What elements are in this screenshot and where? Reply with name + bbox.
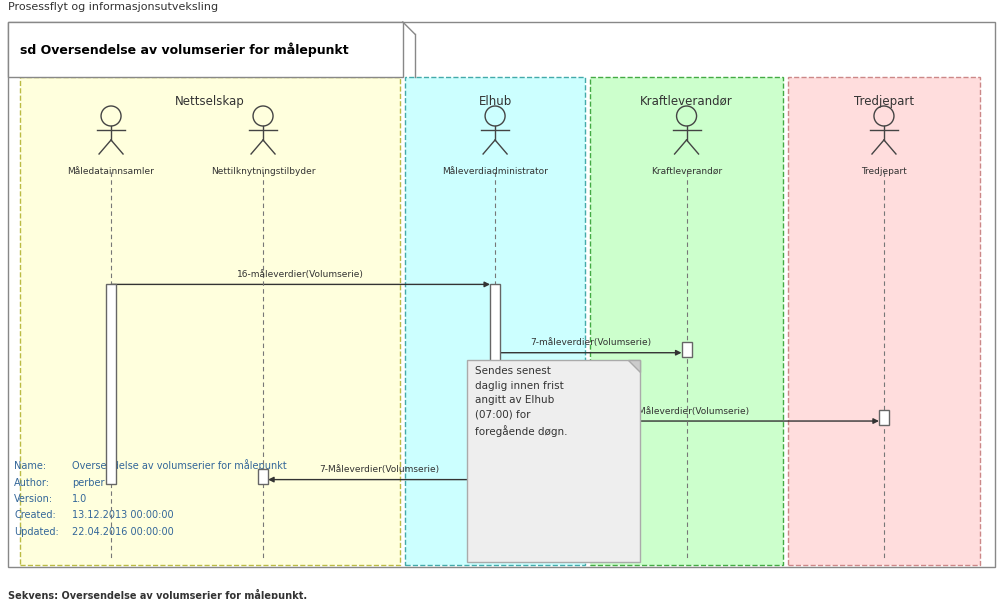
- Text: Updated:: Updated:: [14, 527, 59, 537]
- Bar: [467, 361, 639, 562]
- Bar: [106, 285, 116, 483]
- Text: 13.12.2013 00:00:00: 13.12.2013 00:00:00: [72, 510, 173, 521]
- Text: Version:: Version:: [14, 494, 53, 504]
- Bar: [8, 22, 403, 77]
- Text: Kraftleverandør: Kraftleverandør: [650, 167, 721, 176]
- Text: Måleverdiadministrator: Måleverdiadministrator: [442, 167, 547, 176]
- Text: perber: perber: [72, 477, 104, 488]
- Text: sd Oversendelse av volumserier for målepunkt: sd Oversendelse av volumserier for målep…: [20, 42, 349, 57]
- Text: 7-Måleverdier(Volumserie): 7-Måleverdier(Volumserie): [319, 465, 439, 474]
- Text: Tredjepart: Tredjepart: [853, 95, 913, 108]
- Text: Nettselskap: Nettselskap: [174, 95, 244, 108]
- Text: Oversendelse av volumserier for målepunkt: Oversendelse av volumserier for målepunk…: [72, 459, 287, 471]
- Text: 16-måleverdier(Volumserie): 16-måleverdier(Volumserie): [236, 270, 364, 279]
- Bar: [681, 341, 690, 357]
- Bar: [878, 410, 888, 425]
- Text: Author:: Author:: [14, 477, 50, 488]
- Text: Prosessflyt og informasjonsutveksling: Prosessflyt og informasjonsutveksling: [8, 2, 217, 12]
- Bar: [258, 468, 268, 483]
- Text: Måledatainnsamler: Måledatainnsamler: [67, 167, 154, 176]
- Bar: [590, 77, 782, 565]
- Text: Nettilknytningstilbyder: Nettilknytningstilbyder: [210, 167, 315, 176]
- Bar: [405, 77, 585, 565]
- Text: 1.0: 1.0: [72, 494, 87, 504]
- Text: Sekvens: Oversendelse av volumserier for målepunkt.: Sekvens: Oversendelse av volumserier for…: [8, 589, 307, 599]
- Text: 22.04.2016 00:00:00: 22.04.2016 00:00:00: [72, 527, 173, 537]
- Text: Created:: Created:: [14, 510, 56, 521]
- Text: 7-måleverdier(Volumserie): 7-måleverdier(Volumserie): [530, 338, 650, 347]
- Bar: [20, 77, 400, 565]
- Text: Tredjepart: Tredjepart: [861, 167, 906, 176]
- Polygon shape: [627, 361, 639, 373]
- Bar: [787, 77, 979, 565]
- Bar: [490, 285, 500, 483]
- Text: Name:: Name:: [14, 461, 46, 471]
- Text: Elhub: Elhub: [478, 95, 511, 108]
- Text: Sendes senest
daglig innen frist
angitt av Elhub
(07:00) for
foregående døgn.: Sendes senest daglig innen frist angitt …: [475, 367, 567, 437]
- Text: Kraftleverandør: Kraftleverandør: [639, 95, 732, 108]
- Text: 7-Måleverdier(Volumserie): 7-Måleverdier(Volumserie): [629, 407, 748, 416]
